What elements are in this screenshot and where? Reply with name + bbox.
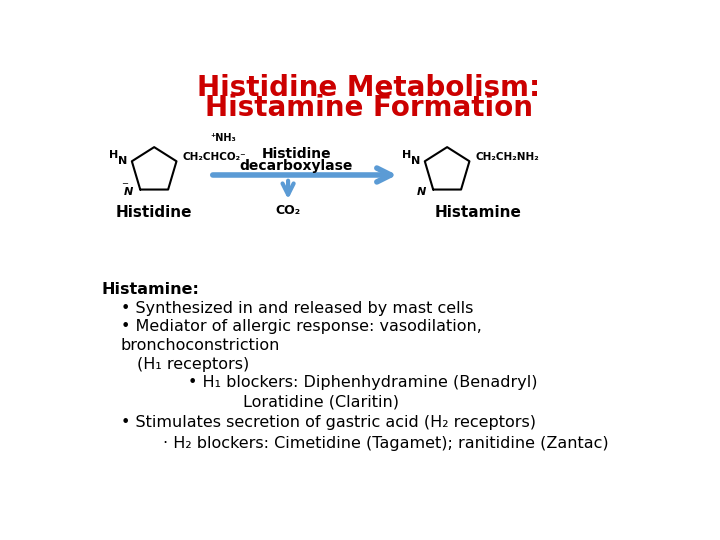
Text: Loratidine (Claritin): Loratidine (Claritin) [243,394,400,409]
Text: N: N [411,156,420,166]
Text: CO₂: CO₂ [276,204,301,217]
Text: N: N [417,187,426,197]
Text: bronchoconstriction: bronchoconstriction [121,338,280,353]
Text: • Stimulates secretion of gastric acid (H₂ receptors): • Stimulates secretion of gastric acid (… [121,415,536,430]
Text: Histidine: Histidine [116,205,192,220]
Text: Histamine Formation: Histamine Formation [205,94,533,123]
Text: H: H [402,150,412,160]
Text: ⁺NH₃: ⁺NH₃ [210,133,235,144]
Text: Histamine: Histamine [434,205,521,220]
Text: decarboxylase: decarboxylase [240,159,353,173]
Text: • Synthesized in and released by mast cells: • Synthesized in and released by mast ce… [121,301,473,315]
Text: CH₂CHCO₂⁻: CH₂CHCO₂⁻ [182,152,246,162]
Text: • Mediator of allergic response: vasodilation,: • Mediator of allergic response: vasodil… [121,319,482,334]
Text: • H₁ blockers: Diphenhydramine (Benadryl): • H₁ blockers: Diphenhydramine (Benadryl… [188,375,537,390]
Text: (H₁ receptors): (H₁ receptors) [138,357,250,372]
Text: −: − [121,179,128,188]
Text: CH₂CH₂NH₂: CH₂CH₂NH₂ [475,152,539,162]
Text: Histidine: Histidine [261,147,331,161]
Text: Histidine Metabolism:: Histidine Metabolism: [197,73,541,102]
Text: · H₂ blockers: Cimetidine (Tagamet); ranitidine (Zantac): · H₂ blockers: Cimetidine (Tagamet); ran… [163,436,608,451]
Text: Histamine:: Histamine: [101,282,199,297]
Text: N: N [124,187,133,197]
Text: H: H [109,150,119,160]
Text: N: N [118,156,127,166]
